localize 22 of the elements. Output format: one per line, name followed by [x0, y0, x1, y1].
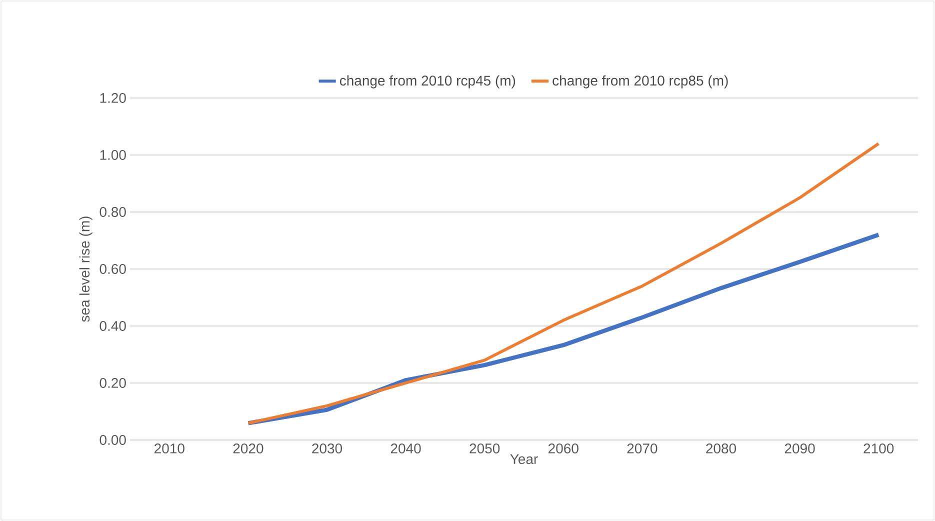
x-tick-label: 2090 [784, 444, 815, 454]
x-tick-label: 2040 [390, 444, 421, 454]
x-tick-label: 2080 [706, 444, 736, 454]
y-tick-label: 0.00 [100, 435, 126, 445]
line-series [246, 142, 880, 425]
y-tick-label: 0.20 [100, 378, 126, 388]
y-tick-label: 1.20 [100, 93, 126, 103]
x-tick-label: 2100 [864, 444, 894, 454]
y-tick-label: 0.60 [100, 264, 126, 274]
x-tick-label: 2010 [154, 444, 184, 454]
x-axis-title: Year [510, 454, 538, 464]
x-tick-label: 2030 [312, 444, 342, 454]
x-tick-label: 2070 [627, 444, 658, 454]
x-tick-label: 2060 [548, 444, 578, 454]
legend-label: change from 2010 rcp45 (m) [340, 75, 516, 88]
legend-label: change from 2010 rcp85 (m) [552, 75, 728, 88]
x-tick-label: 2050 [470, 444, 500, 454]
y-tick-label: 0.80 [100, 207, 126, 217]
x-tick-label: 2020 [233, 444, 264, 454]
y-tick-label: 1.00 [100, 150, 126, 160]
y-axis-title: sea level rise (m) [79, 216, 92, 322]
y-tick-label: 0.40 [100, 321, 126, 331]
